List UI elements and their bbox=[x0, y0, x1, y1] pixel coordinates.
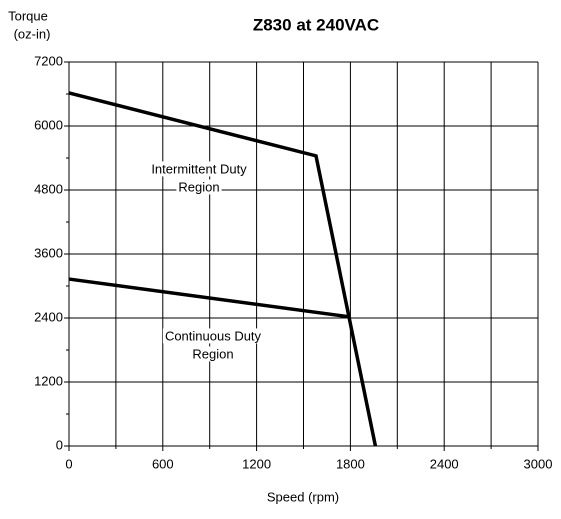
y-tick-label: 0 bbox=[56, 437, 63, 452]
curve bbox=[68, 277, 351, 319]
y-axis-label: Torque bbox=[8, 8, 48, 23]
x-tick-label: 0 bbox=[65, 456, 72, 471]
y-tick-label: 4800 bbox=[34, 181, 63, 196]
annotation: Region bbox=[178, 179, 219, 194]
chart-title: Z830 at 240VAC bbox=[253, 15, 379, 34]
curve bbox=[68, 91, 378, 447]
x-tick-label: 1200 bbox=[242, 456, 271, 471]
x-tick-label: 2400 bbox=[430, 456, 459, 471]
annotation-bg bbox=[162, 328, 264, 344]
y-tick-label: 6000 bbox=[34, 117, 63, 132]
x-tick-label: 600 bbox=[152, 456, 174, 471]
y-axis-label: (oz-in) bbox=[14, 26, 51, 41]
annotation-bg bbox=[176, 179, 222, 195]
annotation: Region bbox=[192, 346, 233, 361]
x-tick-label: 1800 bbox=[336, 456, 365, 471]
y-tick-label: 2400 bbox=[34, 309, 63, 324]
y-tick-label: 3600 bbox=[34, 245, 63, 260]
annotation-bg bbox=[190, 346, 236, 362]
annotation: Intermittent Duty bbox=[151, 161, 247, 176]
annotation-bg bbox=[149, 161, 250, 177]
annotation: Continuous Duty bbox=[165, 328, 262, 343]
y-tick-label: 7200 bbox=[34, 53, 63, 68]
x-tick-label: 3000 bbox=[524, 456, 553, 471]
x-axis-label: Speed (rpm) bbox=[267, 489, 339, 504]
y-tick-label: 1200 bbox=[34, 373, 63, 388]
